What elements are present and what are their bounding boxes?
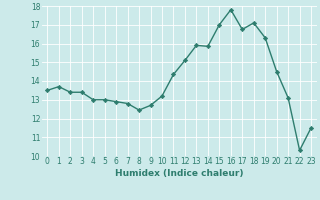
X-axis label: Humidex (Indice chaleur): Humidex (Indice chaleur) — [115, 169, 244, 178]
